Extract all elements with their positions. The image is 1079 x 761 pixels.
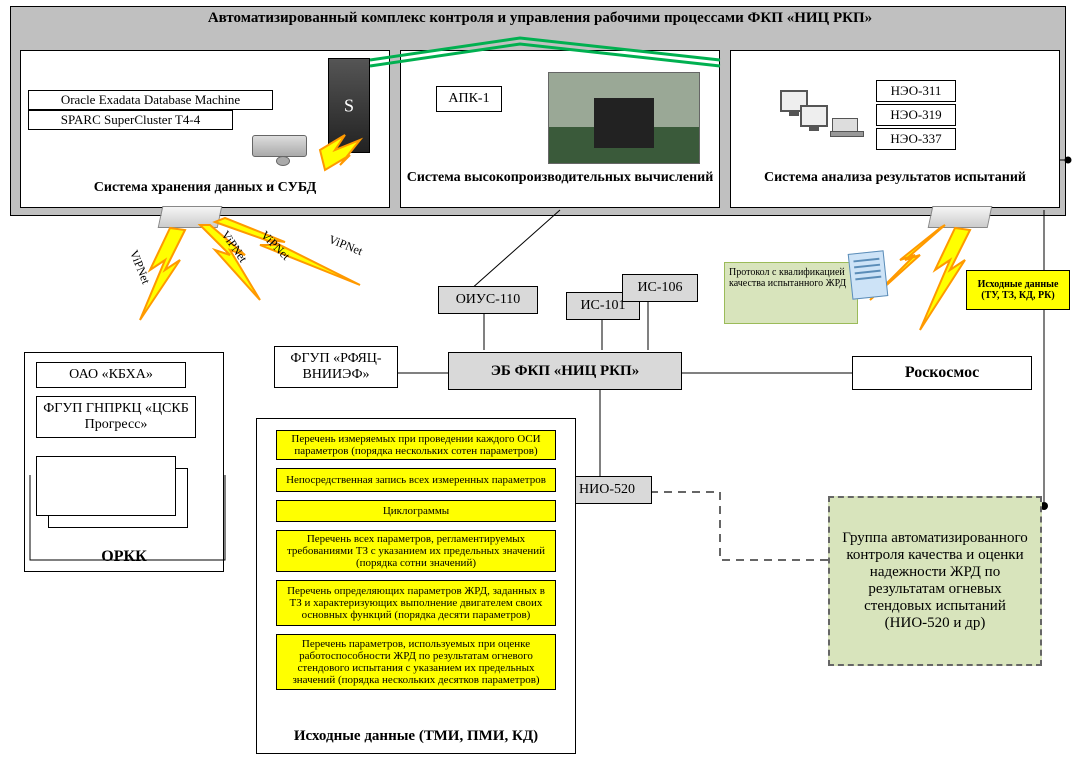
disk-icon [276, 156, 290, 166]
storage-item-0: Oracle Exadata Database Machine [28, 90, 273, 110]
analysis-item-2: НЭО-337 [876, 128, 956, 150]
storage-item-1: SPARC SuperCluster T4-4 [28, 110, 233, 130]
src-item-5: Перечень параметров, используемых при оц… [276, 634, 556, 690]
laptop-icon-1 [832, 118, 858, 134]
quality-group-panel: Группа автоматизированного контроля каче… [828, 496, 1042, 666]
protocol-note-text: Протокол с квалификацией качества испыта… [729, 267, 853, 289]
quality-group-text: Группа автоматизированного контроля каче… [838, 530, 1032, 632]
roskosmos-box: Роскосмос [852, 356, 1032, 390]
router-right-icon [928, 206, 993, 228]
monitor-icon-2 [800, 105, 828, 127]
orkk-card-fg [36, 456, 176, 516]
document-icon [848, 250, 889, 300]
src-item-2: Циклограммы [276, 500, 556, 522]
orkk-item-0: ОАО «КБХА» [36, 362, 186, 388]
analysis-item-0: НЭО-311 [876, 80, 956, 102]
src-item-4: Перечень определяющих параметров ЖРД, за… [276, 580, 556, 626]
analysis-title: Система анализа результатов испытаний [730, 170, 1060, 186]
eb-main-node: ЭБ ФКП «НИЦ РКП» [448, 352, 682, 390]
router-left-icon [158, 206, 223, 228]
apk-badge: АПК-1 [436, 86, 502, 112]
diagram-title: Автоматизированный комплекс контроля и у… [60, 10, 1020, 27]
vipnet-label-2: ViPNet [218, 228, 251, 266]
orkk-title: ОРКК [24, 548, 224, 566]
src-item-3: Перечень всех параметров, регламентируем… [276, 530, 556, 572]
src-item-1: Непосредственная запись всех измеренных … [276, 468, 556, 492]
vipnet-label-3: ViPNet [257, 228, 293, 264]
input-data-right: Исходные данные (ТУ, ТЗ, КД, РК) [966, 270, 1070, 310]
server-rack-icon [328, 58, 370, 153]
vipnet-label-1: ViPNet [126, 248, 153, 286]
is106-node: ИС-106 [622, 274, 698, 302]
protocol-note: Протокол с квалификацией качества испыта… [724, 262, 858, 324]
compute-photo [548, 72, 700, 164]
orkk-item-1: ФГУП ГНПРКЦ «ЦСКБ Прогресс» [36, 396, 196, 438]
source-data-title: Исходные данные (ТМИ, ПМИ, КД) [256, 728, 576, 745]
vniief-box: ФГУП «РФЯЦ-ВНИИЭФ» [274, 346, 398, 388]
oius110-node: ОИУС-110 [438, 286, 538, 314]
analysis-item-1: НЭО-319 [876, 104, 956, 126]
vipnet-label-4: ViPNet [326, 232, 364, 259]
compute-title: Система высокопроизводительных вычислени… [400, 170, 720, 186]
src-item-0: Перечень измеряемых при проведении каждо… [276, 430, 556, 460]
disk-array-icon [252, 135, 307, 157]
storage-title: Система хранения данных и СУБД [30, 180, 380, 196]
